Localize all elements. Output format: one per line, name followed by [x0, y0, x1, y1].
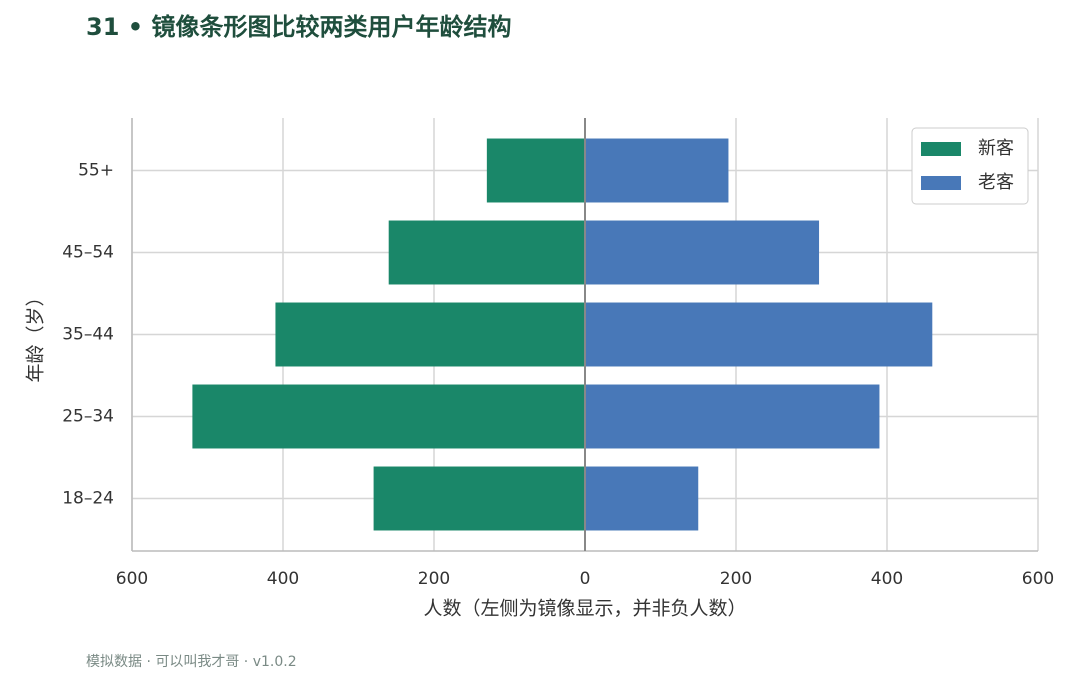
y-axis-label: 年龄（岁）: [25, 287, 47, 382]
y-tick-label: 18–24: [62, 489, 114, 509]
x-tick-label: 200: [720, 569, 752, 589]
bar: [585, 466, 699, 531]
legend-swatch: [921, 142, 961, 156]
x-tick-label: 200: [418, 569, 450, 589]
bar: [585, 220, 820, 285]
bar: [388, 220, 585, 285]
bar: [585, 138, 729, 203]
legend-swatch: [921, 176, 961, 190]
y-tick-label: 25–34: [62, 407, 114, 427]
legend-label: 老客: [978, 172, 1014, 193]
x-tick-label: 400: [267, 569, 299, 589]
legend-label: 新客: [978, 138, 1014, 159]
x-tick-label: 400: [871, 569, 903, 589]
y-tick-label: 55+: [78, 161, 114, 181]
x-tick-label: 0: [580, 569, 591, 589]
x-tick-label: 600: [116, 569, 148, 589]
chart-title: 31 • 镜像条形图比较两类用户年龄结构: [86, 13, 511, 41]
footer: 模拟数据 · 可以叫我才哥 · v1.0.2: [86, 654, 297, 670]
x-tick-label: 600: [1022, 569, 1054, 589]
bar: [192, 384, 585, 449]
bar: [486, 138, 585, 203]
x-axis-label: 人数（左侧为镜像显示，并非负人数）: [423, 598, 746, 620]
y-tick-label: 35–44: [62, 325, 114, 345]
bar: [373, 466, 585, 531]
bar: [275, 302, 585, 367]
bar: [585, 302, 933, 367]
bar: [585, 384, 880, 449]
y-tick-label: 45–54: [62, 243, 114, 263]
